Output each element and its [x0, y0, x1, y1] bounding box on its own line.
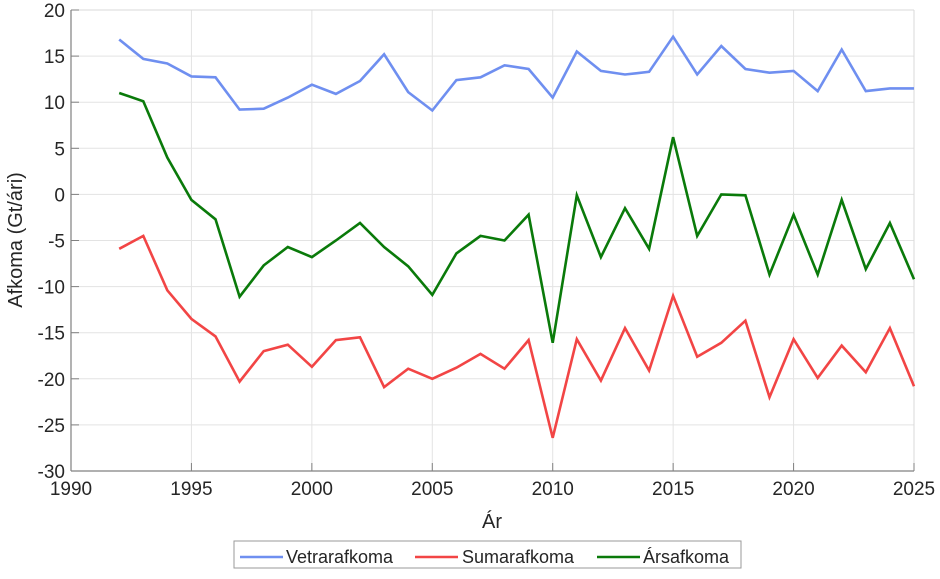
tick-labels: 1990 1995 2000 2005 2010 2015 2020 202520151050…: [38, 1, 936, 500]
legend-item-arsafkoma: Ársafkoma: [597, 547, 730, 567]
x-axis-title: Ár: [482, 510, 502, 533]
x-tick-label: 2015: [652, 479, 694, 500]
x-tick-label: 2000: [291, 479, 333, 500]
y-axis-title: Afkoma (Gt/ári): [5, 172, 27, 308]
legend: Vetrarafkoma Sumarafkoma Ársafkoma: [233, 540, 742, 569]
legend-label: Vetrarafkoma: [286, 547, 394, 567]
x-tick-label: 2010: [532, 479, 574, 500]
y-tick-label: -30: [38, 462, 65, 483]
y-tick-label: -25: [38, 416, 65, 437]
series-line-vetrarafkoma: [118, 34, 914, 113]
y-tick-label: 15: [44, 47, 65, 68]
legend-item-sumarafkoma: Sumarafkoma: [415, 547, 575, 567]
grid-lines: [71, 10, 914, 471]
legend-label: Ársafkoma: [643, 547, 730, 567]
legend-box: [233, 540, 742, 569]
y-tick-label: -20: [38, 370, 65, 391]
y-tick-label: 20: [44, 1, 65, 22]
axes: [70, 9, 915, 472]
y-tick-label: 5: [54, 139, 65, 160]
y-tick-label: -10: [38, 278, 65, 299]
x-tick-label: 2020: [772, 479, 814, 500]
series-line-rsafkoma: [118, 91, 916, 344]
y-tick-label: 10: [44, 93, 65, 114]
y-tick-label: -5: [48, 232, 65, 253]
legend-label: Sumarafkoma: [462, 547, 575, 567]
x-tick-label: 1990: [50, 479, 92, 500]
y-tick-label: 0: [54, 185, 65, 206]
x-tick-label: 2025: [893, 479, 935, 500]
y-tick-label: -15: [38, 324, 65, 345]
legend-item-vetrarafkoma: Vetrarafkoma: [240, 547, 394, 567]
x-tick-label: 2005: [411, 479, 453, 500]
x-tick-label: 1995: [170, 479, 212, 500]
data-series: [118, 34, 916, 439]
series-line-sumarafkoma: [118, 234, 916, 439]
